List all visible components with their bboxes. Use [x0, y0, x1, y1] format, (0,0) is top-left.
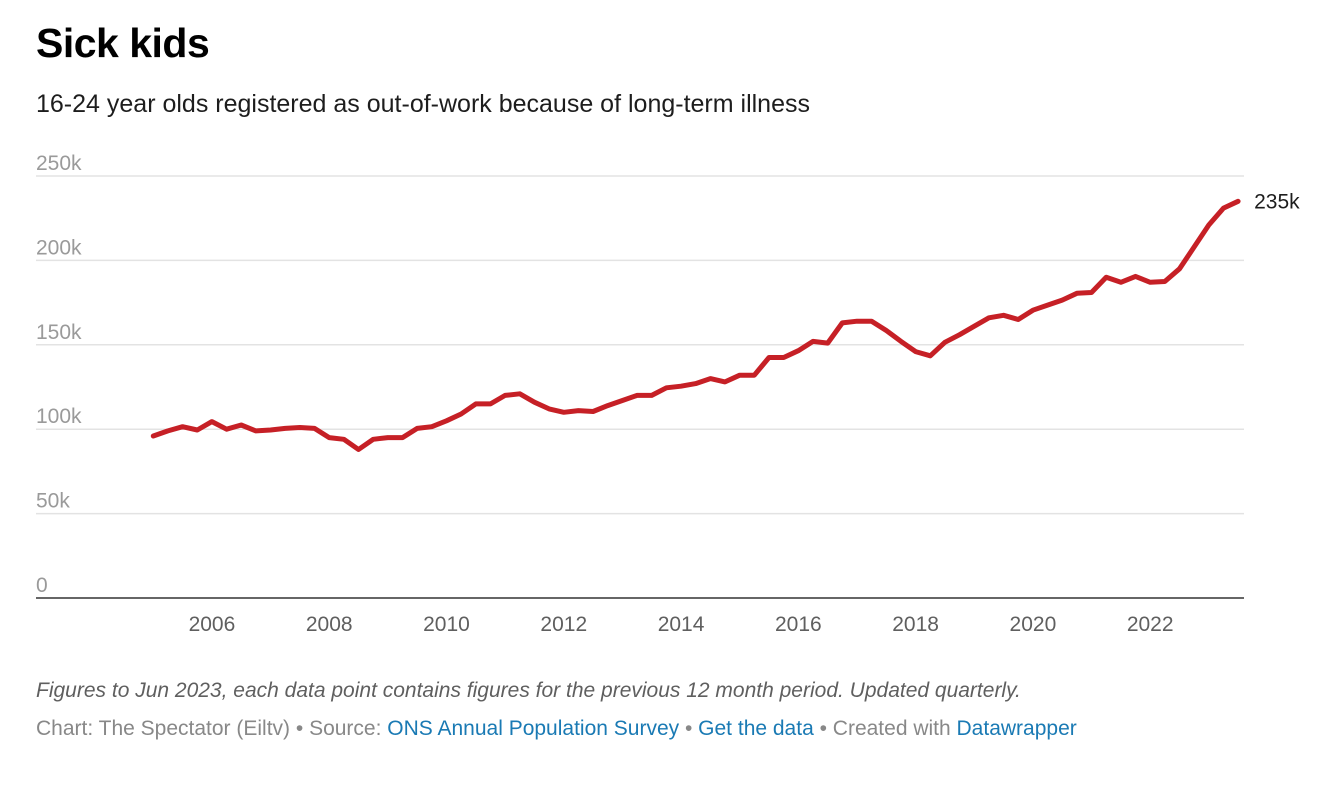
get-the-data-link[interactable]: Get the data — [698, 717, 814, 740]
x-tick-label: 2016 — [775, 613, 822, 636]
line-chart: 0 50k 100k 150k 200k 250k 2006 2008 2010 2012 2014… — [36, 152, 1300, 636]
x-tick-label: 2012 — [540, 613, 587, 636]
chart-subtitle: 16-24 year olds registered as out-of-wor… — [36, 90, 810, 118]
x-tick-label: 2020 — [1010, 613, 1057, 636]
x-tick-label: 2008 — [306, 613, 353, 636]
y-tick-label: 150k — [36, 321, 82, 344]
chart-title: Sick kids — [36, 20, 210, 66]
end-value-label: 235k — [1254, 190, 1300, 213]
x-tick-label: 2018 — [892, 613, 939, 636]
footer-separator: • Source: — [290, 717, 388, 740]
x-tick-label: 2022 — [1127, 613, 1174, 636]
y-tick-label: 200k — [36, 236, 82, 259]
chart-footer: Chart: The Spectator (Eiltv) • Source: O… — [36, 717, 1077, 741]
footer-separator: • Created with — [813, 717, 957, 740]
series-line — [150, 198, 1241, 452]
y-tick-label: 100k — [36, 405, 82, 428]
footer-separator: • — [679, 717, 699, 740]
x-tick-label: 2006 — [189, 613, 236, 636]
chart-credit: Chart: The Spectator (Eiltv) — [36, 717, 291, 740]
chart-notes: Figures to Jun 2023, each data point con… — [36, 679, 1021, 702]
y-tick-label: 250k — [36, 152, 82, 175]
datawrapper-link[interactable]: Datawrapper — [956, 717, 1077, 740]
y-tick-label: 0 — [36, 574, 48, 597]
x-tick-label: 2014 — [658, 613, 705, 636]
x-tick-label: 2010 — [423, 613, 470, 636]
source-link[interactable]: ONS Annual Population Survey — [387, 717, 680, 740]
y-tick-label: 50k — [36, 490, 70, 513]
